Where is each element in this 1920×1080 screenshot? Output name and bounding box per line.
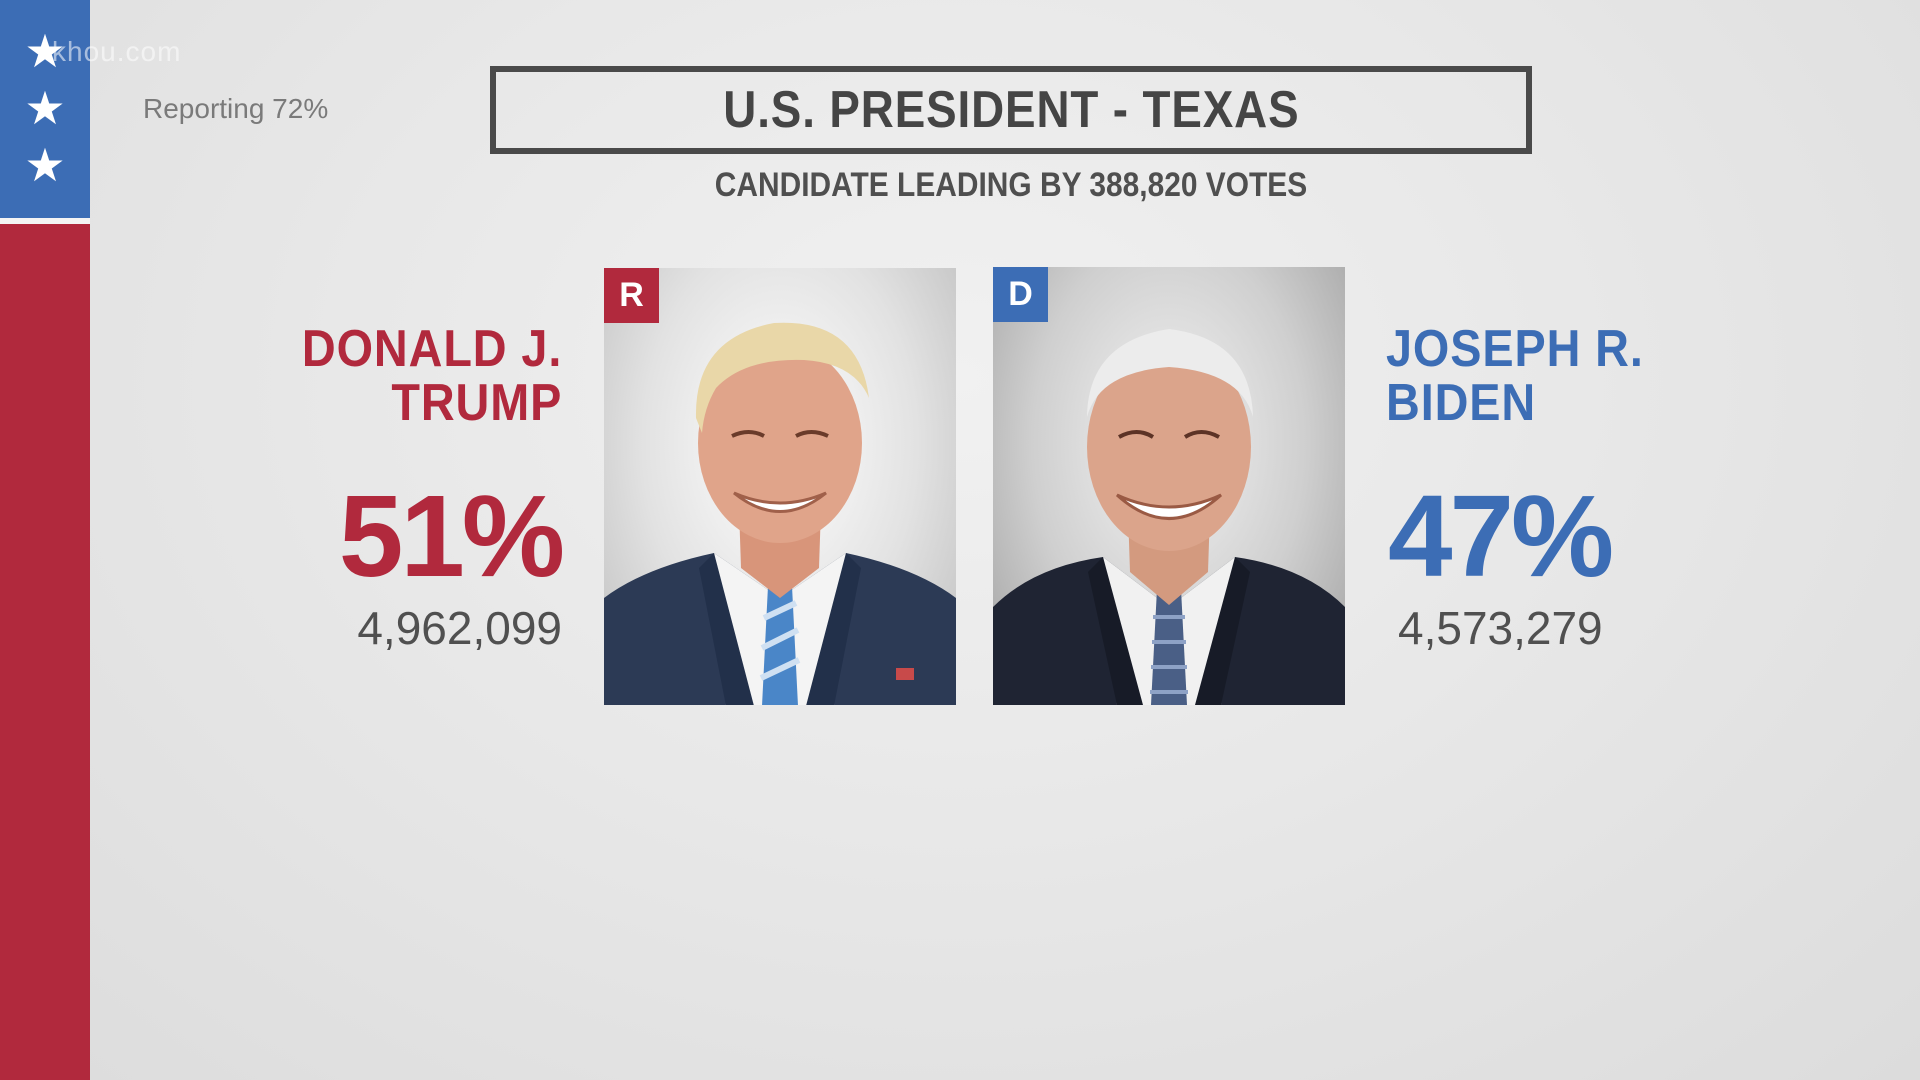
lead-margin-text: CANDIDATE LEADING BY 388,820 VOTES	[714, 166, 1308, 204]
reporting-status: Reporting 72%	[143, 93, 329, 124]
democrat-candidate-name: JOSEPH R. BIDEN	[1386, 322, 1644, 430]
flag-blue-panel: ★ ★ ★	[0, 0, 90, 218]
democrat-name-line2: BIDEN	[1386, 374, 1537, 432]
democrat-votes: 4,573,279	[1398, 602, 1603, 654]
race-title: U.S. PRESIDENT - TEXAS	[722, 81, 1300, 139]
republican-candidate-photo: R	[604, 268, 956, 705]
republican-votes: 4,962,099	[357, 602, 562, 654]
star-icon: ★	[24, 25, 66, 77]
republican-party-badge: R	[604, 268, 659, 323]
democrat-percent: 47%	[1388, 471, 1614, 601]
republican-name-line1: DONALD J.	[301, 320, 562, 378]
democrat-candidate-photo: D	[993, 267, 1345, 705]
flag-divider	[0, 218, 90, 224]
democrat-party-badge: D	[993, 267, 1048, 322]
republican-name-line2: TRUMP	[391, 374, 562, 432]
republican-portrait	[604, 322, 956, 705]
flag-side-strip: ★ ★ ★	[0, 0, 90, 1080]
republican-percent: 51%	[338, 471, 565, 601]
flag-red-panel	[0, 224, 90, 1080]
station-watermark: khou.com	[52, 36, 182, 67]
democrat-name-line1: JOSEPH R.	[1386, 320, 1644, 378]
republican-candidate-name: DONALD J. TRUMP	[302, 322, 562, 430]
democrat-portrait	[993, 329, 1345, 705]
star-icon: ★	[24, 82, 66, 134]
star-icon: ★	[24, 139, 66, 191]
race-title-box: U.S. PRESIDENT - TEXAS	[490, 66, 1532, 154]
